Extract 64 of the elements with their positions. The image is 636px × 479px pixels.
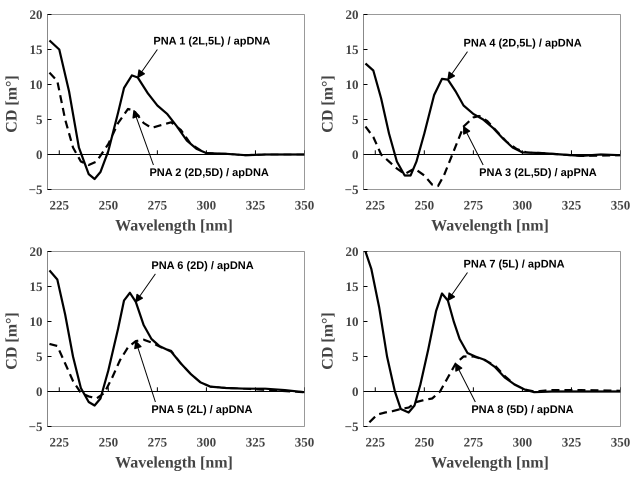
x-tick-label: 350 — [294, 198, 314, 212]
annotation: PNA 5 (2L) / apDNA — [151, 404, 253, 416]
y-tick-label: 0 — [36, 384, 42, 399]
x-tick-label: 225 — [366, 434, 386, 450]
y-tick-label: 15 — [30, 279, 43, 294]
x-tick-label: 275 — [148, 434, 168, 450]
x-axis-title: Wavelength [nm] — [431, 454, 549, 472]
x-tick-label: 225 — [366, 198, 386, 212]
y-tick-label: −5 — [28, 419, 43, 434]
y-tick-label: 5 — [352, 112, 359, 127]
x-tick-label: 300 — [196, 434, 216, 450]
x-tick-label: 250 — [414, 198, 434, 212]
y-tick-label: 10 — [30, 77, 42, 92]
x-tick-label: 325 — [246, 434, 266, 450]
y-tick-label: 20 — [346, 244, 358, 259]
x-tick-label: 325 — [246, 198, 266, 212]
x-tick-label: 250 — [98, 198, 118, 212]
y-tick-label: −5 — [28, 182, 43, 197]
annotation: PNA 4 (2D,5L) / apDNA — [463, 38, 582, 50]
x-tick-label: 350 — [610, 434, 630, 450]
annotation: PNA 1 (2L,5L) / apDNA — [153, 36, 270, 48]
y-axis-title: CD [m°] — [4, 312, 21, 370]
y-tick-label: 5 — [36, 349, 43, 364]
y-axis-title: CD [m°] — [320, 75, 337, 133]
x-tick-label: 225 — [50, 198, 70, 212]
x-tick-label: 350 — [610, 198, 630, 212]
y-tick-label: 20 — [30, 244, 42, 259]
x-tick-label: 225 — [50, 434, 70, 450]
y-tick-label: 10 — [346, 314, 358, 329]
y-axis-title: CD [m°] — [320, 312, 337, 370]
annotation: PNA 2 (2D,5D) / apDNA — [149, 167, 269, 179]
y-tick-label: 15 — [346, 279, 359, 294]
y-tick-label: −5 — [344, 182, 359, 197]
y-tick-label: −5 — [344, 419, 359, 434]
y-tick-label: 20 — [30, 7, 42, 22]
x-tick-label: 250 — [98, 434, 118, 450]
x-tick-label: 300 — [196, 198, 216, 212]
y-tick-label: 15 — [346, 42, 359, 57]
x-tick-label: 350 — [294, 434, 314, 450]
y-tick-label: 15 — [30, 42, 43, 57]
y-axis-title: CD [m°] — [4, 75, 21, 133]
annotation: PNA 7 (5L) / apDNA — [463, 258, 565, 270]
x-tick-label: 300 — [512, 434, 532, 450]
y-tick-label: 10 — [346, 77, 358, 92]
y-tick-label: 0 — [352, 147, 358, 162]
x-tick-label: 325 — [562, 198, 582, 212]
y-tick-label: 10 — [30, 314, 42, 329]
x-tick-label: 275 — [464, 434, 484, 450]
x-tick-label: 275 — [148, 198, 168, 212]
annotation: PNA 8 (5D) / apDNA — [471, 404, 574, 416]
y-tick-label: 5 — [36, 112, 43, 127]
x-axis-title: Wavelength [nm] — [115, 218, 233, 234]
x-axis-title: Wavelength [nm] — [431, 218, 549, 234]
x-tick-label: 250 — [414, 434, 434, 450]
x-axis-title: Wavelength [nm] — [115, 454, 233, 472]
x-tick-label: 300 — [512, 198, 532, 212]
y-tick-label: 0 — [352, 384, 358, 399]
y-tick-label: 20 — [346, 7, 358, 22]
y-tick-label: 0 — [36, 147, 42, 162]
annotation: PNA 3 (2L,5D) / apPNA — [479, 167, 597, 179]
x-tick-label: 275 — [464, 198, 484, 212]
annotation: PNA 6 (2D) / apDNA — [151, 260, 254, 272]
x-tick-label: 325 — [562, 434, 582, 450]
y-tick-label: 5 — [352, 349, 359, 364]
